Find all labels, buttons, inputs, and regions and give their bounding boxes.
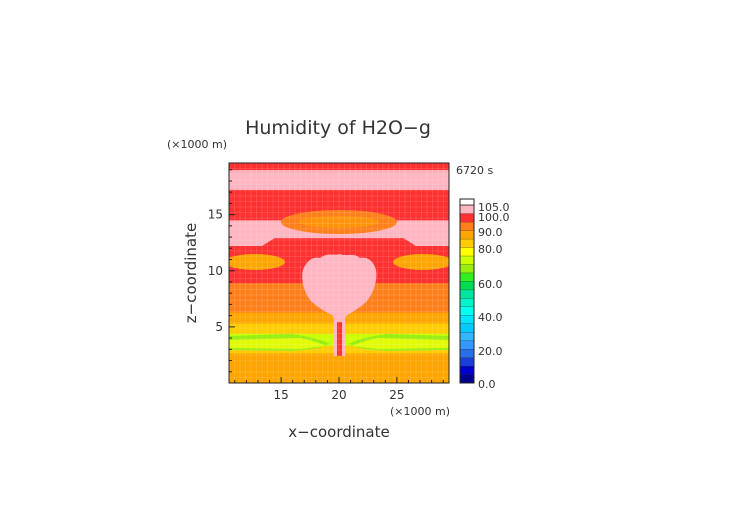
colorbar-swatch-1 — [460, 366, 474, 375]
yellow-band-right — [352, 338, 449, 349]
humidity-band-12 — [229, 197, 449, 221]
colorbar-swatch-18 — [460, 221, 474, 231]
colorbar-label: 90.0 — [478, 226, 503, 239]
colorbar-label: 40.0 — [478, 311, 503, 324]
x-tick-label: 25 — [389, 388, 404, 402]
humidity-band-15 — [229, 163, 449, 174]
colorbar-top-swatch — [459, 198, 475, 206]
pink-cloud-top-left — [229, 170, 338, 188]
x-axis: 15 20 25 — [234, 377, 444, 402]
colorbar-swatch-13 — [460, 264, 474, 273]
plot-grid — [229, 163, 449, 383]
heatmap-field — [229, 163, 449, 383]
time-label: 6720 s — [456, 164, 493, 177]
pink-wedge-right — [400, 228, 449, 246]
colorbar-swatch-9 — [460, 298, 474, 307]
colorbar-label: 80.0 — [478, 243, 503, 256]
humidity-band-0 — [229, 366, 449, 383]
colorbar-swatch-16 — [460, 238, 474, 248]
x-tick-label: 15 — [273, 388, 288, 402]
y-tick-label: 15 — [208, 208, 223, 222]
y-tick-label: 5 — [215, 320, 223, 334]
colorbar-swatch-0 — [460, 374, 474, 383]
humidity-band-10 — [229, 238, 449, 257]
humidity-band-13 — [229, 189, 449, 198]
y-tick-label: 10 — [208, 264, 223, 278]
colorbar-swatch-5 — [460, 332, 474, 341]
colorbar — [459, 198, 475, 384]
colorbar-frame — [459, 198, 475, 384]
orange-side-right — [393, 254, 449, 270]
colorbar-swatch-2 — [460, 357, 474, 367]
colorbar-label: 60.0 — [478, 278, 503, 291]
colorbar-swatch-11 — [460, 281, 474, 290]
pink-cloud-top-right — [338, 170, 449, 188]
yellow-band-left — [229, 338, 326, 349]
colorbar-label: 105.0 — [478, 201, 510, 214]
colorbar-swatch-6 — [460, 323, 474, 333]
y-axis-label: z−coordinate — [182, 223, 200, 323]
x-axis-unit: (×1000 m) — [390, 405, 450, 418]
colorbar-label: 20.0 — [478, 345, 503, 358]
colorbar-swatch-17 — [460, 230, 474, 239]
colorbar-swatch-19 — [460, 213, 474, 222]
red-column-core — [337, 322, 342, 356]
colorbar-swatch-8 — [460, 306, 474, 316]
colorbar-swatch-4 — [460, 340, 474, 350]
pink-wedge-left — [229, 228, 278, 246]
colorbar-swatch-20 — [460, 205, 474, 214]
orange-side-left — [229, 254, 285, 270]
y-axis: 5 10 15 — [208, 169, 235, 373]
colorbar-swatch-12 — [460, 272, 474, 282]
colorbar-swatch-15 — [460, 247, 474, 256]
colorbar-label: 0.0 — [478, 378, 496, 391]
x-tick-label: 20 — [331, 388, 346, 402]
x-axis-label: x−coordinate — [288, 423, 389, 441]
colorbar-swatch-3 — [460, 349, 474, 358]
y-axis-unit: (×1000 m) — [167, 138, 227, 151]
colorbar-swatch-7 — [460, 315, 474, 324]
orange-lens-upper-core — [299, 216, 379, 228]
colorbar-label: 100.0 — [478, 211, 510, 224]
humidity-band-1 — [229, 353, 449, 367]
pink-plume — [302, 254, 377, 328]
colorbar-swatch-14 — [460, 255, 474, 265]
colorbar-swatch-10 — [460, 289, 474, 299]
chart-title: Humidity of H2O−g — [245, 117, 431, 139]
